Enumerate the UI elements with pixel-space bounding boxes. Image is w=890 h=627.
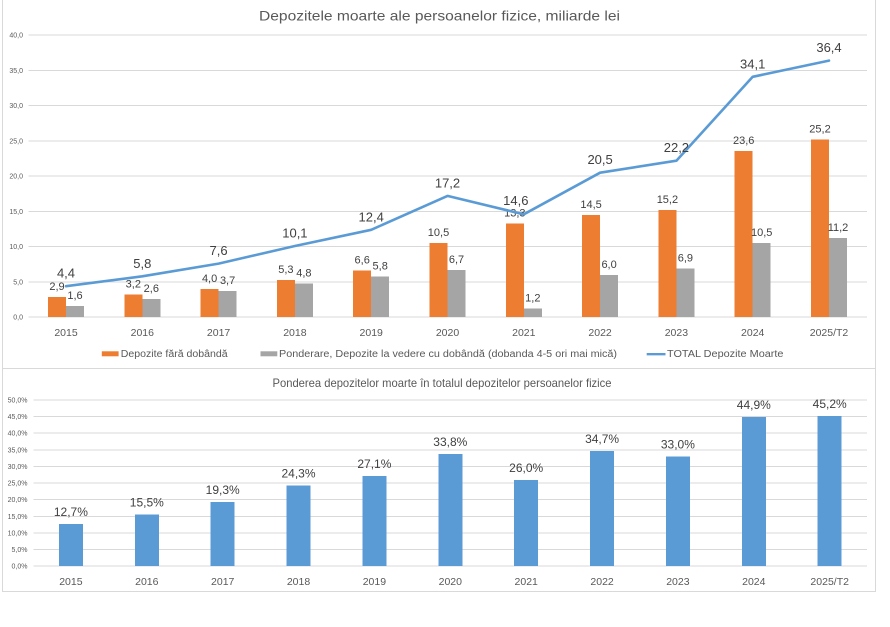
svg-text:10,1: 10,1: [282, 226, 307, 241]
svg-text:2,6: 2,6: [144, 283, 159, 295]
svg-text:23,6: 23,6: [733, 135, 754, 147]
svg-text:2016: 2016: [135, 576, 159, 588]
svg-text:5,3: 5,3: [278, 264, 293, 276]
svg-text:10,5: 10,5: [428, 227, 449, 239]
svg-text:Ponderare, Depozite la vedere: Ponderare, Depozite la vedere cu dobândă…: [279, 349, 617, 360]
svg-text:2015: 2015: [54, 327, 78, 339]
svg-text:24,3%: 24,3%: [281, 466, 315, 480]
svg-text:Ponderea depozitelor moarte în: Ponderea depozitelor moarte în totalul d…: [273, 376, 612, 390]
svg-text:2022: 2022: [590, 576, 614, 588]
svg-text:26,0%: 26,0%: [509, 461, 543, 475]
svg-text:15,2: 15,2: [657, 194, 678, 206]
svg-text:14,5: 14,5: [580, 199, 601, 211]
svg-text:2019: 2019: [363, 576, 387, 588]
svg-text:10,5: 10,5: [751, 227, 772, 239]
svg-text:34,1: 34,1: [740, 56, 765, 71]
svg-text:6,7: 6,7: [449, 254, 464, 266]
svg-text:20,0%: 20,0%: [8, 497, 28, 504]
svg-text:36,4: 36,4: [816, 40, 841, 55]
svg-text:2023: 2023: [665, 327, 689, 339]
svg-text:25,0%: 25,0%: [8, 481, 28, 488]
svg-text:1,2: 1,2: [525, 293, 540, 305]
svg-text:50,0%: 50,0%: [8, 398, 28, 405]
svg-text:6,9: 6,9: [678, 253, 693, 265]
svg-text:27,1%: 27,1%: [357, 457, 391, 471]
svg-text:2023: 2023: [666, 576, 690, 588]
svg-text:44,9%: 44,9%: [737, 398, 771, 412]
svg-text:15,5%: 15,5%: [130, 496, 164, 510]
svg-text:2016: 2016: [131, 327, 155, 339]
svg-text:2022: 2022: [588, 327, 612, 339]
svg-text:22,2: 22,2: [664, 140, 689, 155]
svg-text:17,2: 17,2: [435, 175, 460, 190]
svg-text:2018: 2018: [283, 327, 307, 339]
svg-text:2025/T2: 2025/T2: [810, 576, 849, 588]
svg-text:34,7%: 34,7%: [585, 432, 619, 446]
svg-text:7,6: 7,6: [210, 243, 228, 258]
svg-text:3,2: 3,2: [126, 279, 141, 291]
svg-text:10,0: 10,0: [9, 244, 23, 251]
svg-text:14,6: 14,6: [503, 193, 528, 208]
svg-text:Depozite fără dobândă: Depozite fără dobândă: [121, 349, 228, 360]
svg-text:40,0%: 40,0%: [8, 431, 28, 438]
svg-text:45,2%: 45,2%: [813, 397, 847, 411]
svg-text:2021: 2021: [515, 576, 539, 588]
svg-text:30,0%: 30,0%: [8, 464, 28, 471]
svg-text:2020: 2020: [436, 327, 460, 339]
svg-text:20,5: 20,5: [587, 152, 612, 167]
svg-text:5,0: 5,0: [13, 279, 23, 286]
svg-text:40,0: 40,0: [9, 33, 23, 40]
svg-text:12,7%: 12,7%: [54, 505, 88, 519]
svg-text:2018: 2018: [287, 576, 311, 588]
svg-text:0,0%: 0,0%: [12, 564, 28, 571]
svg-text:3,7: 3,7: [220, 275, 235, 287]
svg-text:2024: 2024: [742, 576, 766, 588]
svg-text:1,6: 1,6: [67, 290, 82, 302]
svg-text:33,0%: 33,0%: [661, 438, 695, 452]
svg-text:2,9: 2,9: [49, 281, 64, 293]
svg-text:2025/T2: 2025/T2: [810, 327, 849, 339]
svg-text:35,0: 35,0: [9, 68, 23, 75]
svg-text:5,8: 5,8: [133, 256, 151, 271]
svg-text:6,6: 6,6: [355, 255, 370, 267]
svg-text:19,3%: 19,3%: [206, 483, 240, 497]
svg-text:12,4: 12,4: [359, 209, 384, 224]
svg-text:33,8%: 33,8%: [433, 435, 467, 449]
svg-text:4,4: 4,4: [57, 266, 75, 281]
svg-text:35,0%: 35,0%: [8, 447, 28, 454]
svg-text:10,0%: 10,0%: [8, 531, 28, 538]
svg-text:TOTAL Depozite Moarte: TOTAL Depozite Moarte: [667, 349, 784, 360]
svg-text:30,0: 30,0: [9, 103, 23, 110]
svg-text:6,0: 6,0: [601, 259, 616, 271]
svg-text:2017: 2017: [211, 576, 235, 588]
svg-text:4,0: 4,0: [202, 273, 217, 285]
svg-text:25,0: 25,0: [9, 138, 23, 145]
svg-text:2024: 2024: [741, 327, 765, 339]
svg-text:15,0%: 15,0%: [8, 514, 28, 521]
svg-text:2020: 2020: [439, 576, 463, 588]
svg-text:2019: 2019: [360, 327, 384, 339]
svg-text:Depozitele moarte ale persoane: Depozitele moarte ale persoanelor fizice…: [259, 8, 620, 24]
svg-text:45,0%: 45,0%: [8, 414, 28, 421]
svg-text:25,2: 25,2: [809, 124, 830, 136]
svg-text:5,8: 5,8: [373, 260, 388, 272]
svg-text:20,0: 20,0: [9, 174, 23, 181]
svg-text:2021: 2021: [512, 327, 536, 339]
svg-text:0,0: 0,0: [13, 315, 23, 322]
svg-text:4,8: 4,8: [296, 267, 311, 279]
svg-text:5,0%: 5,0%: [12, 547, 28, 554]
svg-text:11,2: 11,2: [828, 222, 849, 234]
svg-text:2015: 2015: [59, 576, 83, 588]
svg-text:15,0: 15,0: [9, 209, 23, 216]
svg-text:2017: 2017: [207, 327, 231, 339]
